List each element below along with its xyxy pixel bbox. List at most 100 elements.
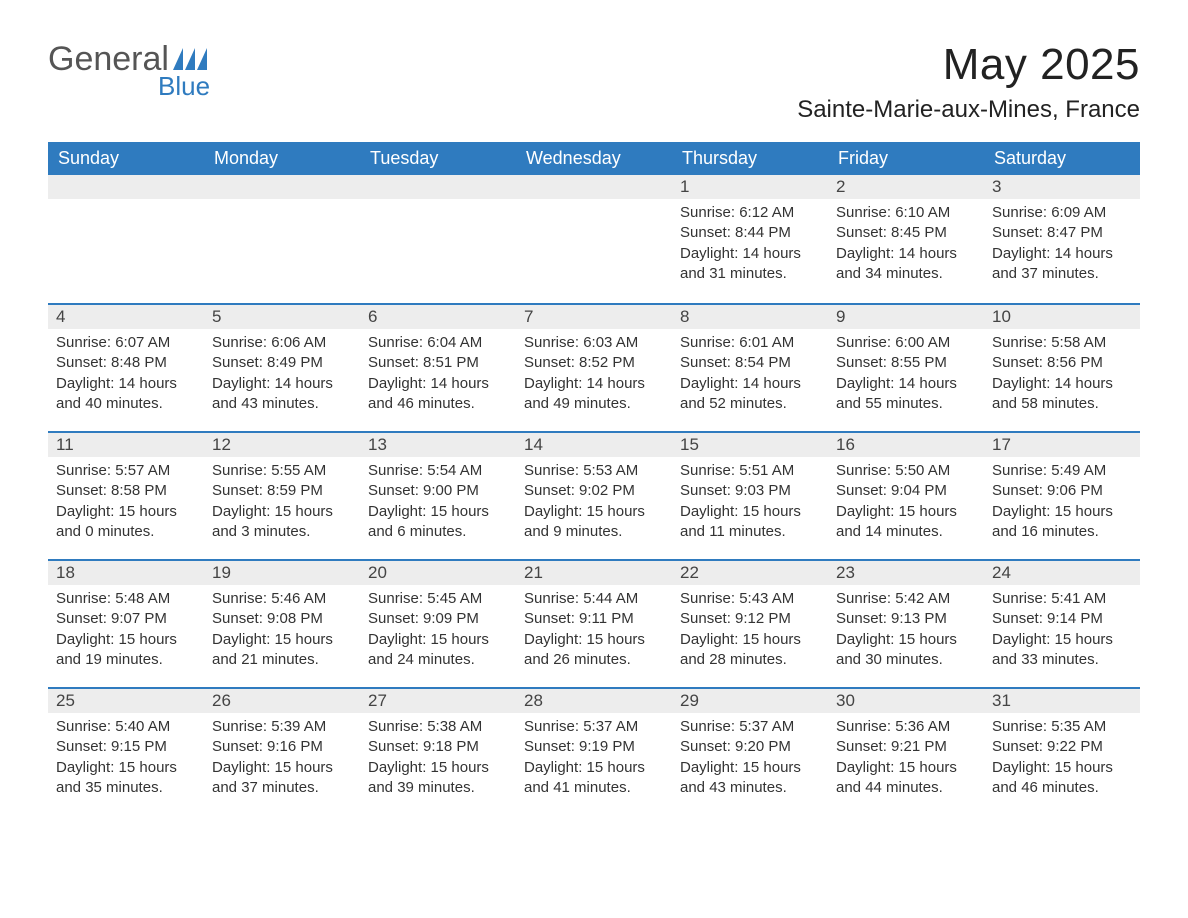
daylight-text: Daylight: 15 hours and 39 minutes.	[368, 758, 508, 799]
day-number: 27	[360, 687, 516, 713]
sunrise-text: Sunrise: 5:49 AM	[992, 461, 1132, 481]
calendar-week-row: 18Sunrise: 5:48 AMSunset: 9:07 PMDayligh…	[48, 559, 1140, 687]
sunset-text: Sunset: 9:18 PM	[368, 737, 508, 757]
sunrise-text: Sunrise: 5:36 AM	[836, 717, 976, 737]
daylight-text: Daylight: 14 hours and 58 minutes.	[992, 374, 1132, 415]
sunset-text: Sunset: 9:08 PM	[212, 609, 352, 629]
daylight-text: Daylight: 15 hours and 44 minutes.	[836, 758, 976, 799]
day-number: 30	[828, 687, 984, 713]
calendar-day-cell: 10Sunrise: 5:58 AMSunset: 8:56 PMDayligh…	[984, 303, 1140, 431]
sunrise-text: Sunrise: 5:51 AM	[680, 461, 820, 481]
day-number: 2	[828, 175, 984, 199]
day-number: 1	[672, 175, 828, 199]
daylight-text: Daylight: 15 hours and 21 minutes.	[212, 630, 352, 671]
calendar-day-cell: 14Sunrise: 5:53 AMSunset: 9:02 PMDayligh…	[516, 431, 672, 559]
sunset-text: Sunset: 9:15 PM	[56, 737, 196, 757]
day-details: Sunrise: 5:58 AMSunset: 8:56 PMDaylight:…	[984, 329, 1140, 422]
sunrise-text: Sunrise: 5:37 AM	[680, 717, 820, 737]
calendar-day-cell: 19Sunrise: 5:46 AMSunset: 9:08 PMDayligh…	[204, 559, 360, 687]
daylight-text: Daylight: 15 hours and 43 minutes.	[680, 758, 820, 799]
daylight-text: Daylight: 14 hours and 46 minutes.	[368, 374, 508, 415]
day-details: Sunrise: 5:54 AMSunset: 9:00 PMDaylight:…	[360, 457, 516, 550]
sunset-text: Sunset: 8:51 PM	[368, 353, 508, 373]
daylight-text: Daylight: 15 hours and 16 minutes.	[992, 502, 1132, 543]
day-details: Sunrise: 5:49 AMSunset: 9:06 PMDaylight:…	[984, 457, 1140, 550]
day-details: Sunrise: 6:09 AMSunset: 8:47 PMDaylight:…	[984, 199, 1140, 292]
day-number: 7	[516, 303, 672, 329]
daylight-text: Daylight: 14 hours and 49 minutes.	[524, 374, 664, 415]
day-details: Sunrise: 5:38 AMSunset: 9:18 PMDaylight:…	[360, 713, 516, 806]
day-header: Wednesday	[516, 142, 672, 175]
daylight-text: Daylight: 14 hours and 34 minutes.	[836, 244, 976, 285]
sunrise-text: Sunrise: 5:44 AM	[524, 589, 664, 609]
day-details: Sunrise: 5:48 AMSunset: 9:07 PMDaylight:…	[48, 585, 204, 678]
daylight-text: Daylight: 15 hours and 35 minutes.	[56, 758, 196, 799]
calendar-day-cell: 21Sunrise: 5:44 AMSunset: 9:11 PMDayligh…	[516, 559, 672, 687]
day-number: 31	[984, 687, 1140, 713]
calendar-day-cell: 24Sunrise: 5:41 AMSunset: 9:14 PMDayligh…	[984, 559, 1140, 687]
day-number: 9	[828, 303, 984, 329]
day-header: Thursday	[672, 142, 828, 175]
day-header: Saturday	[984, 142, 1140, 175]
calendar-day-cell	[48, 175, 204, 303]
sunset-text: Sunset: 8:55 PM	[836, 353, 976, 373]
day-details: Sunrise: 5:37 AMSunset: 9:19 PMDaylight:…	[516, 713, 672, 806]
logo-text-general: General	[48, 40, 169, 79]
day-number	[516, 175, 672, 199]
calendar-week-row: 25Sunrise: 5:40 AMSunset: 9:15 PMDayligh…	[48, 687, 1140, 815]
day-number: 18	[48, 559, 204, 585]
day-number: 22	[672, 559, 828, 585]
day-details: Sunrise: 5:42 AMSunset: 9:13 PMDaylight:…	[828, 585, 984, 678]
logo: General Blue	[48, 40, 210, 102]
calendar-day-cell: 12Sunrise: 5:55 AMSunset: 8:59 PMDayligh…	[204, 431, 360, 559]
daylight-text: Daylight: 15 hours and 41 minutes.	[524, 758, 664, 799]
calendar-header-row: SundayMondayTuesdayWednesdayThursdayFrid…	[48, 142, 1140, 175]
daylight-text: Daylight: 15 hours and 26 minutes.	[524, 630, 664, 671]
daylight-text: Daylight: 15 hours and 14 minutes.	[836, 502, 976, 543]
day-number: 3	[984, 175, 1140, 199]
sunset-text: Sunset: 9:16 PM	[212, 737, 352, 757]
daylight-text: Daylight: 14 hours and 52 minutes.	[680, 374, 820, 415]
sunrise-text: Sunrise: 5:37 AM	[524, 717, 664, 737]
day-number: 23	[828, 559, 984, 585]
calendar-day-cell: 2Sunrise: 6:10 AMSunset: 8:45 PMDaylight…	[828, 175, 984, 303]
day-details: Sunrise: 5:50 AMSunset: 9:04 PMDaylight:…	[828, 457, 984, 550]
sunset-text: Sunset: 9:12 PM	[680, 609, 820, 629]
calendar-day-cell: 16Sunrise: 5:50 AMSunset: 9:04 PMDayligh…	[828, 431, 984, 559]
day-details: Sunrise: 6:01 AMSunset: 8:54 PMDaylight:…	[672, 329, 828, 422]
calendar-day-cell: 31Sunrise: 5:35 AMSunset: 9:22 PMDayligh…	[984, 687, 1140, 815]
sunset-text: Sunset: 9:22 PM	[992, 737, 1132, 757]
sunset-text: Sunset: 8:47 PM	[992, 223, 1132, 243]
sunrise-text: Sunrise: 5:39 AM	[212, 717, 352, 737]
day-number: 11	[48, 431, 204, 457]
month-title: May 2025	[797, 40, 1140, 90]
day-number: 21	[516, 559, 672, 585]
daylight-text: Daylight: 15 hours and 6 minutes.	[368, 502, 508, 543]
sunset-text: Sunset: 9:02 PM	[524, 481, 664, 501]
sunrise-text: Sunrise: 5:57 AM	[56, 461, 196, 481]
day-details: Sunrise: 6:06 AMSunset: 8:49 PMDaylight:…	[204, 329, 360, 422]
sunset-text: Sunset: 9:06 PM	[992, 481, 1132, 501]
day-number: 5	[204, 303, 360, 329]
sunrise-text: Sunrise: 6:04 AM	[368, 333, 508, 353]
daylight-text: Daylight: 14 hours and 43 minutes.	[212, 374, 352, 415]
header-bar: General Blue May 2025 Sainte-Marie-aux-M…	[48, 40, 1140, 124]
sunrise-text: Sunrise: 5:55 AM	[212, 461, 352, 481]
day-details: Sunrise: 6:10 AMSunset: 8:45 PMDaylight:…	[828, 199, 984, 292]
sunrise-text: Sunrise: 5:48 AM	[56, 589, 196, 609]
day-number: 14	[516, 431, 672, 457]
calendar-day-cell: 29Sunrise: 5:37 AMSunset: 9:20 PMDayligh…	[672, 687, 828, 815]
calendar-day-cell: 7Sunrise: 6:03 AMSunset: 8:52 PMDaylight…	[516, 303, 672, 431]
sunrise-text: Sunrise: 5:40 AM	[56, 717, 196, 737]
calendar-week-row: 4Sunrise: 6:07 AMSunset: 8:48 PMDaylight…	[48, 303, 1140, 431]
day-details: Sunrise: 5:53 AMSunset: 9:02 PMDaylight:…	[516, 457, 672, 550]
sunrise-text: Sunrise: 6:00 AM	[836, 333, 976, 353]
calendar-table: SundayMondayTuesdayWednesdayThursdayFrid…	[48, 142, 1140, 815]
day-number: 8	[672, 303, 828, 329]
day-number: 4	[48, 303, 204, 329]
calendar-day-cell: 30Sunrise: 5:36 AMSunset: 9:21 PMDayligh…	[828, 687, 984, 815]
daylight-text: Daylight: 15 hours and 33 minutes.	[992, 630, 1132, 671]
sunrise-text: Sunrise: 5:42 AM	[836, 589, 976, 609]
sunset-text: Sunset: 8:49 PM	[212, 353, 352, 373]
daylight-text: Daylight: 15 hours and 24 minutes.	[368, 630, 508, 671]
